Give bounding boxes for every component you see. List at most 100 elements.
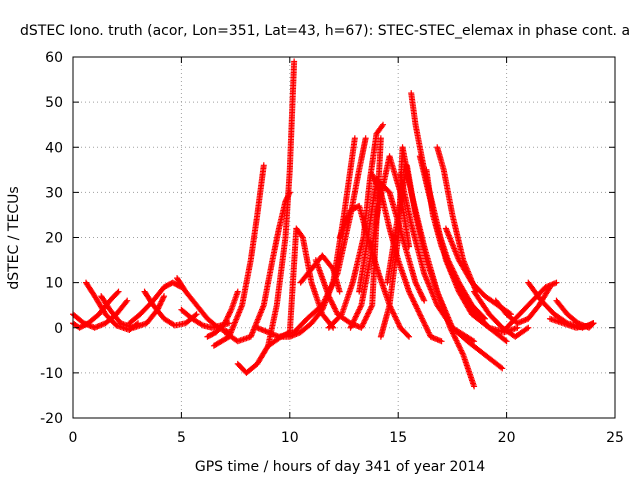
data-point [370, 174, 377, 181]
data-point [417, 290, 424, 297]
series-26 [408, 90, 510, 345]
data-point [414, 283, 421, 290]
data-point [124, 297, 131, 304]
data-point [328, 298, 335, 305]
data-point [371, 175, 378, 182]
data-point [416, 287, 423, 294]
data-point [351, 135, 358, 142]
data-point [375, 183, 382, 190]
series-8 [178, 306, 233, 331]
data-point [362, 135, 369, 142]
data-point [157, 301, 164, 308]
data-point [417, 289, 424, 296]
data-point [371, 176, 378, 183]
data-point [377, 135, 384, 142]
data-point [225, 313, 232, 320]
data-point [198, 321, 205, 328]
data-point [412, 279, 419, 286]
y-tick-label: -10 [40, 366, 63, 382]
data-point [419, 294, 426, 301]
data-point [419, 293, 426, 300]
data-point [373, 181, 380, 188]
data-point [291, 58, 298, 65]
data-point [225, 312, 232, 319]
data-point [369, 171, 376, 178]
series-9 [204, 288, 241, 340]
series-18 [325, 121, 387, 331]
data-point [369, 172, 376, 179]
data-point [161, 293, 168, 300]
data-point [223, 317, 230, 324]
data-point [159, 297, 166, 304]
data-point [421, 297, 428, 304]
data-point [325, 293, 332, 300]
data-point [418, 292, 425, 299]
data-point [260, 162, 267, 169]
data-point [331, 305, 338, 312]
data-point [123, 298, 130, 305]
data-point [331, 304, 338, 311]
data-point [373, 179, 380, 186]
series-12 [221, 189, 293, 345]
data-point [375, 185, 382, 192]
data-point [156, 302, 163, 309]
data-point [380, 121, 387, 128]
data-point [286, 189, 293, 196]
x-tick-label: 10 [281, 430, 299, 446]
data-point [326, 294, 333, 301]
data-point [413, 282, 420, 289]
y-tick-label: 30 [45, 185, 63, 201]
series-10 [210, 162, 267, 349]
data-point [438, 338, 445, 345]
data-point [332, 307, 339, 314]
data-point [329, 301, 336, 308]
data-point [158, 298, 165, 305]
data-point [336, 288, 343, 295]
series-29 [434, 144, 480, 295]
data-point [222, 318, 229, 325]
data-point [115, 288, 122, 295]
y-tick-label: 40 [45, 140, 63, 156]
data-point [374, 182, 381, 189]
data-point [379, 122, 386, 129]
data-point [329, 300, 336, 307]
data-point [413, 281, 420, 288]
data-point [114, 289, 121, 296]
data-point [286, 190, 293, 197]
data-point [420, 296, 427, 303]
data-marks [70, 58, 597, 390]
data-point [372, 178, 379, 185]
x-tick-label: 5 [177, 430, 186, 446]
x-tick-label: 20 [498, 430, 516, 446]
y-tick-label: -20 [40, 411, 63, 427]
data-point [234, 288, 241, 295]
data-point [221, 320, 228, 327]
data-point [376, 186, 383, 193]
chart-title: dSTEC Iono. truth (acor, Lon=351, Lat=43… [20, 23, 630, 39]
data-point [226, 309, 233, 316]
data-point [157, 299, 164, 306]
data-point [226, 310, 233, 317]
y-tick-label: 10 [45, 276, 63, 292]
series-5 [126, 279, 185, 327]
data-point [298, 233, 305, 240]
data-point [192, 312, 199, 319]
data-point [404, 332, 411, 339]
y-tick-label: 50 [45, 95, 63, 111]
data-point [377, 187, 384, 194]
data-point [160, 294, 167, 301]
series-7 [174, 275, 233, 336]
data-point [193, 311, 200, 318]
data-point [406, 333, 413, 340]
data-point [415, 285, 422, 292]
data-point [415, 286, 422, 293]
data-point [223, 316, 230, 323]
x-tick-label: 0 [69, 430, 78, 446]
x-tick-label: 15 [389, 430, 407, 446]
data-point [333, 308, 340, 315]
series-4 [98, 293, 168, 331]
data-point [327, 297, 334, 304]
data-point [227, 308, 234, 315]
y-tick-label: 0 [54, 321, 63, 337]
